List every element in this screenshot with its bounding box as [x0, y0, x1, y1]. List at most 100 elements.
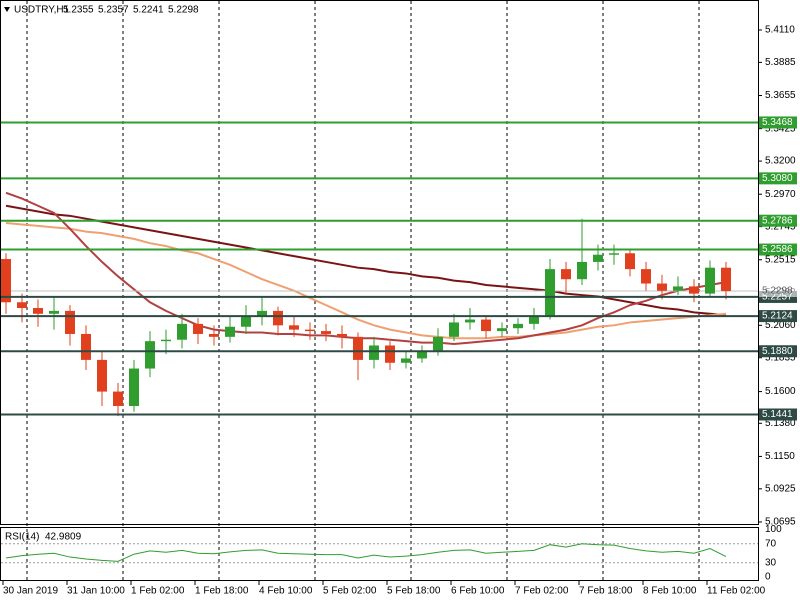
candle-body: [145, 341, 155, 369]
y-tick-label: 5.1600: [765, 386, 796, 397]
candle-body: [401, 358, 411, 363]
candle-body: [433, 336, 443, 352]
candle-body: [225, 326, 235, 337]
candle-body: [481, 319, 491, 332]
level-label: 5.3468: [762, 117, 793, 128]
candle-body: [673, 286, 683, 291]
rsi-panel: [0, 527, 759, 581]
rsi-line: [5, 543, 727, 562]
candle-body: [465, 319, 475, 323]
y-tick-label: 5.0695: [765, 517, 796, 528]
candle-body: [81, 333, 91, 360]
candle-body: [593, 254, 603, 262]
candle-body: [17, 302, 27, 309]
candle-body: [337, 333, 347, 337]
x-tick-label: 1 Feb 18:00: [195, 586, 249, 597]
candle-body: [177, 323, 187, 340]
candle-body: [689, 286, 699, 294]
candle-body: [577, 261, 587, 280]
rsi-tick-label: 100: [765, 524, 782, 535]
level-label: 5.1880: [762, 346, 793, 357]
candle-body: [369, 345, 379, 360]
candle-body: [257, 310, 267, 317]
y-tick-label: 5.3655: [765, 90, 796, 101]
ohlc-close: 5.2298: [168, 5, 199, 16]
y-tick-label: 5.0925: [765, 483, 796, 494]
rsi-current: 42.9809: [45, 532, 82, 543]
candle-body: [49, 310, 59, 314]
candle-body: [161, 339, 171, 342]
level-label-box: [759, 408, 797, 421]
y-tick-label: 5.3425: [765, 123, 796, 134]
candle-body: [193, 323, 203, 334]
candle-body: [273, 310, 283, 326]
level-label-box: [759, 243, 797, 256]
x-tick-label: 5 Feb 18:00: [387, 586, 441, 597]
level-label: 5.3080: [762, 173, 793, 184]
level-label-box: [759, 310, 797, 323]
y-tick-label: 5.2745: [765, 221, 796, 232]
x-tick-label: 7 Feb 02:00: [515, 586, 569, 597]
y-tick-label: 5.2515: [765, 254, 796, 265]
current-price-box: [759, 285, 797, 298]
y-tick-label: 5.1150: [765, 451, 795, 462]
candle-body: [449, 322, 459, 337]
y-tick-label: 5.2970: [765, 189, 796, 200]
y-tick-label: 5.3885: [765, 57, 796, 68]
ohlc-low: 5.2241: [133, 5, 164, 16]
level-label: 5.2257: [762, 292, 793, 303]
ohlc-high: 5.2357: [98, 5, 129, 16]
x-tick-label: 1 Feb 02:00: [131, 586, 185, 597]
x-tick-label: 30 Jan 2019: [3, 586, 58, 597]
moving-average: [5, 204, 727, 317]
y-tick-label: 5.3200: [765, 156, 796, 167]
candle-body: [241, 316, 251, 327]
y-tick-label: 5.1835: [765, 352, 796, 363]
rsi-tick-label: 0: [765, 572, 771, 583]
rsi-name: RSI(14): [5, 532, 39, 543]
candle-body: [209, 333, 219, 337]
level-label-box: [759, 214, 797, 227]
level-label: 5.2786: [762, 215, 793, 226]
candle-body: [113, 391, 123, 406]
level-label-box: [759, 116, 797, 129]
rsi-tick-label: 70: [765, 538, 777, 549]
x-tick-label: 7 Feb 18:00: [579, 586, 633, 597]
y-tick-label: 5.4110: [765, 25, 795, 36]
candle-body: [625, 253, 635, 270]
candle-body: [97, 359, 107, 392]
y-tick-label: 5.2060: [765, 320, 796, 331]
main-panel: [0, 0, 759, 525]
level-label: 5.1441: [762, 409, 793, 420]
candle-body: [641, 269, 651, 284]
candle-body: [529, 316, 539, 324]
candle-body: [721, 267, 731, 292]
level-label: 5.2586: [762, 244, 793, 255]
candle-body: [33, 308, 43, 314]
candle-body: [705, 267, 715, 294]
candle-body: [129, 368, 139, 406]
x-tick-label: 4 Feb 10:00: [259, 586, 313, 597]
candle-body: [497, 328, 507, 332]
level-label-box: [759, 172, 797, 185]
x-tick-label: 8 Feb 10:00: [643, 586, 697, 597]
candle-body: [513, 323, 523, 329]
candle-body: [657, 283, 667, 291]
menu-triangle: [4, 7, 10, 12]
rsi-tick-label: 30: [765, 557, 777, 568]
x-tick-label: 6 Feb 10:00: [451, 586, 505, 597]
candle-body: [385, 345, 395, 363]
candle-body: [417, 351, 427, 359]
candle-body: [305, 329, 315, 332]
x-tick-label: 5 Feb 02:00: [323, 586, 377, 597]
moving-average: [5, 222, 727, 340]
ohlc-open: 5.2355: [63, 5, 94, 16]
symbol: USDTRY,H1: [14, 5, 70, 16]
candle-body: [321, 331, 331, 334]
candle-body: [1, 259, 11, 303]
x-tick-label: 11 Feb 02:00: [707, 586, 766, 597]
candle-body: [545, 269, 555, 317]
candle-body: [65, 310, 75, 334]
